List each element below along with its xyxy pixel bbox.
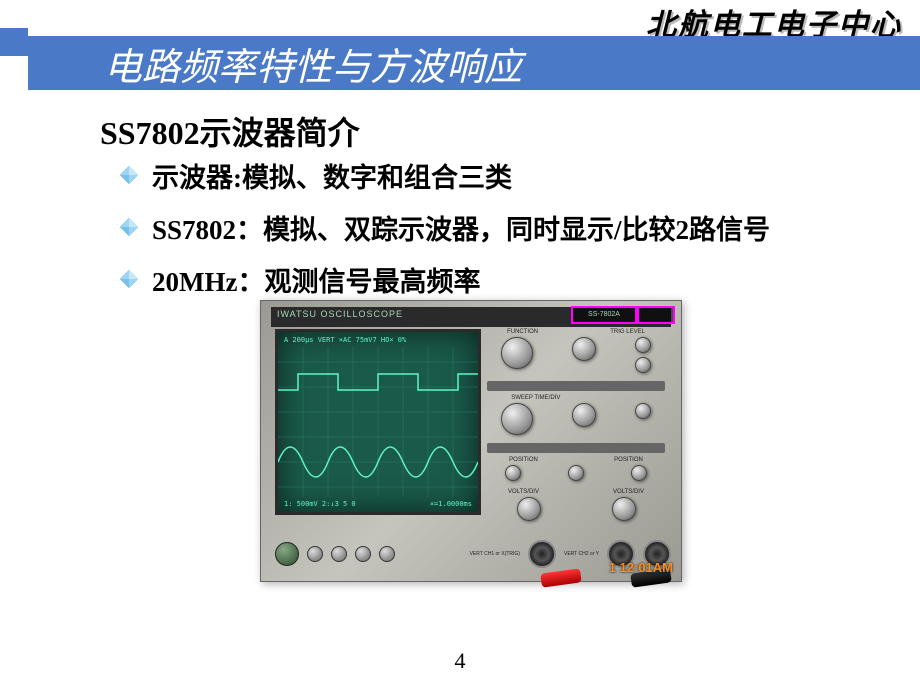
square-wave-trace: [278, 374, 478, 390]
ctrl-label: VERT CH1 or X(TRIG): [470, 551, 520, 557]
crt-screen: A 200μs VERT ×AC 75mV7 HO× 0%: [275, 329, 481, 515]
bullet-list: 示波器:模拟、数字和组合三类 SS7802：模拟、双踪示波器，同时显示/比较2路…: [120, 158, 880, 314]
aux-knob: [631, 465, 647, 481]
subheading: SS7802示波器简介: [100, 108, 360, 154]
screen-bottom-readout: 1: 500mV 2:↓3 5 0 ×=1.0000ms: [284, 500, 472, 508]
bullet-item: 20MHz：观测信号最高频率: [120, 262, 880, 304]
var-knob: [635, 403, 651, 419]
slide-title: 电路频率特性与方波响应: [28, 36, 522, 91]
focus-knob: [331, 546, 347, 562]
intensity-knob: [307, 546, 323, 562]
model-highlight: SS-7802A: [571, 306, 637, 324]
ctrl-label: VOLTS/DIV: [508, 489, 539, 495]
readout-left: 1: 500mV 2:↓3 5 0: [284, 500, 356, 508]
waveform-display: [278, 332, 478, 512]
diamond-icon: [120, 166, 138, 184]
ch2-volts-knob: [612, 497, 636, 521]
ch2-pos-knob: [568, 465, 584, 481]
ctrl-label: POSITION: [509, 457, 538, 463]
illum-knob: [379, 546, 395, 562]
readout-right: ×=1.0000ms: [430, 500, 472, 508]
ch1-bnc: [528, 540, 556, 568]
bullet-text: SS7802：模拟、双踪示波器，同时显示/比较2路信号: [152, 210, 770, 252]
bullet-text: 20MHz：观测信号最高频率: [152, 262, 480, 304]
function-knob: [501, 337, 533, 369]
bullet-item: SS7802：模拟、双踪示波器，同时显示/比较2路信号: [120, 210, 880, 252]
button-strip: [487, 381, 665, 391]
ctrl-label: VOLTS/DIV: [613, 489, 644, 495]
power-knob: [275, 542, 299, 566]
rotation-knob: [355, 546, 371, 562]
ctrl-label: POSITION: [614, 457, 643, 463]
diamond-icon: [120, 218, 138, 236]
freq-highlight: [637, 306, 675, 324]
ch1-volts-knob: [517, 497, 541, 521]
sweep-time-knob: [501, 403, 533, 435]
oscilloscope-photo: IWATSU OSCILLOSCOPE SS-7802A A 200μs VER…: [260, 300, 682, 582]
decor-square: [0, 28, 28, 56]
ctrl-label: SWEEP TIME/DIV: [511, 395, 560, 401]
button-strip: [487, 443, 665, 453]
horiz-pos-knob: [572, 403, 596, 427]
photo-timestamp: 1 12:01AM: [609, 560, 673, 575]
trace-sep-knob: [635, 357, 651, 373]
bullet-text: 示波器:模拟、数字和组合三类: [152, 158, 512, 200]
ctrl-label: VERT CH2 or Y: [564, 551, 599, 557]
control-panel: FUNCTION TRIG LEVEL SWEEP TIME/DIV POSIT…: [481, 329, 671, 531]
trig-level-knob: [572, 337, 596, 361]
title-bar: 电路频率特性与方波响应: [28, 36, 920, 90]
diamond-icon: [120, 270, 138, 288]
page-number: 4: [455, 648, 466, 674]
bullet-item: 示波器:模拟、数字和组合三类: [120, 158, 880, 200]
ctrl-label: TRIG LEVEL: [610, 329, 645, 335]
holdoff-knob: [635, 337, 651, 353]
ctrl-label: FUNCTION: [507, 329, 538, 335]
ch1-pos-knob: [505, 465, 521, 481]
